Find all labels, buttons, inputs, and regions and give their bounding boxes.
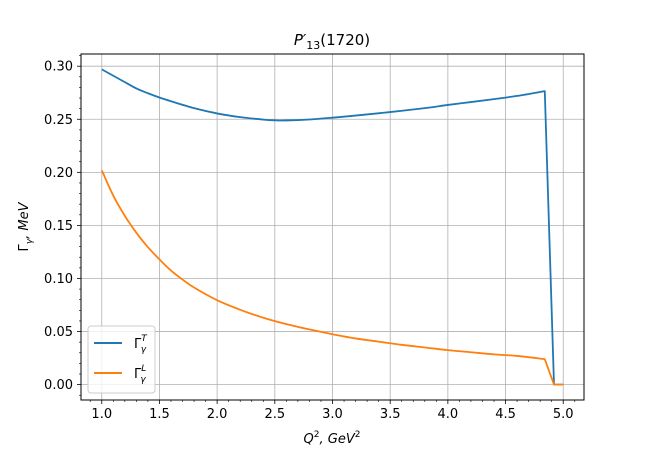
- series-lines: [100, 68, 564, 386]
- y-axis-label-main: Γ: [17, 243, 32, 251]
- chart-title-sub: 13: [306, 39, 320, 52]
- x-tick-label: 4.0: [438, 407, 459, 422]
- legend-label-longitudinal-sub: γ: [140, 375, 146, 385]
- x-tick-label: 4.5: [495, 407, 516, 422]
- series-transverse-line: [101, 68, 564, 386]
- legend-label-transverse-base: Γ: [134, 337, 142, 352]
- x-tick-label: 5.0: [553, 407, 574, 422]
- x-tick-label: 1.0: [91, 407, 112, 422]
- y-tick-label: 0.30: [44, 60, 73, 75]
- y-tick-label: 0.00: [44, 378, 73, 393]
- y-tick-label: 0.20: [44, 166, 73, 181]
- y-axis-label-sub: γ: [25, 238, 35, 244]
- legend-label-transverse-sup: T: [141, 334, 148, 344]
- y-axis-label: Γγ, MeV: [17, 201, 35, 251]
- chart-title-base: P′: [294, 31, 307, 49]
- x-tick-label: 3.0: [322, 407, 343, 422]
- x-tick-label: 2.5: [264, 407, 285, 422]
- x-tick-label: 1.5: [149, 407, 170, 422]
- grid: [81, 54, 584, 400]
- legend-label-transverse: ΓT γ: [134, 334, 148, 355]
- y-tick-label: 0.25: [44, 113, 73, 128]
- x-tick-label: 2.0: [207, 407, 228, 422]
- legend: ΓT γ ΓL γ: [87, 325, 156, 394]
- series-longitudinal-line: [100, 169, 564, 386]
- x-axis-label-tail: , GeV: [320, 432, 356, 447]
- x-axis-label-main: Q: [304, 432, 314, 447]
- y-tick-label: 0.15: [44, 219, 73, 234]
- y-tick-label: 0.05: [44, 325, 73, 340]
- y-axis-label-tail: , MeV: [17, 201, 32, 238]
- chart-title-tail: (1720): [320, 31, 370, 49]
- x-tick-label: 3.5: [380, 407, 401, 422]
- x-axis-label-sup: 2: [314, 430, 320, 440]
- ticks: 1.0 1.5 2.0 2.5 3.0 3.5 4.0 4.5 5.0 0.00 0.05 0.10 0…: [44, 55, 576, 422]
- legend-label-longitudinal-base: Γ: [134, 367, 142, 382]
- x-axis-label-sup2: 2: [355, 430, 361, 440]
- x-axis-label: Q2, GeV2: [304, 430, 361, 447]
- chart-title: P′13(1720): [294, 31, 370, 52]
- legend-label-longitudinal-sup: L: [141, 364, 146, 374]
- legend-label-longitudinal: ΓL γ: [134, 364, 146, 385]
- legend-label-transverse-sub: γ: [141, 345, 147, 355]
- y-tick-label: 0.10: [44, 272, 73, 287]
